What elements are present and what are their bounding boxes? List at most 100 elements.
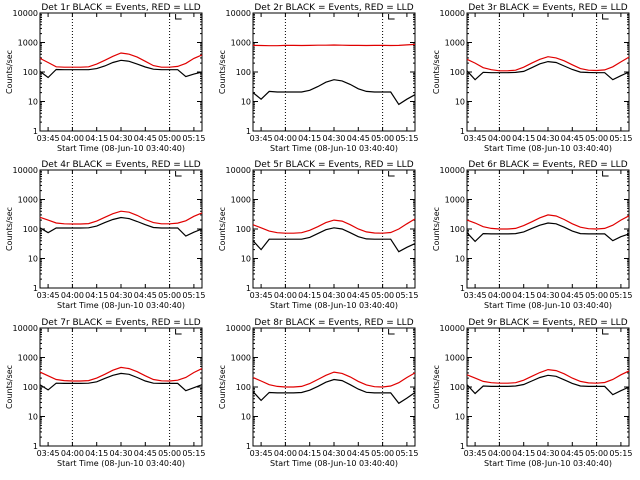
- x-tick-label: 05:00: [371, 134, 394, 143]
- x-tick-label: 05:00: [585, 134, 608, 143]
- x-tick-label: 05:00: [158, 134, 181, 143]
- x-tick-label: 04:00: [274, 449, 297, 458]
- series-line-events: [466, 222, 630, 243]
- x-tick-label: 03:45: [464, 134, 487, 143]
- x-tick-label: 05:00: [371, 291, 394, 300]
- y-tick-label: 10000: [226, 9, 251, 18]
- x-tick-label: 05:15: [182, 134, 205, 143]
- y-tick-label: 10: [241, 98, 251, 107]
- x-tick-label: 04:45: [561, 291, 584, 300]
- y-tick-label: 10000: [13, 9, 38, 18]
- x-tick-label: 05:00: [158, 291, 181, 300]
- panel-title: Det 5r BLACK = Events, RED = LLD: [254, 160, 413, 170]
- y-tick-label: 100: [23, 68, 38, 77]
- x-tick-label: 04:15: [298, 291, 321, 300]
- panel-title: Det 2r BLACK = Events, RED = LLD: [254, 3, 413, 13]
- x-tick-label: 04:30: [536, 291, 559, 300]
- series-line-events: [39, 372, 203, 392]
- series-line-lld: [466, 214, 630, 230]
- plot-frame: [252, 169, 416, 289]
- x-tick-label: 04:30: [322, 449, 345, 458]
- y-tick-label: 10000: [440, 324, 465, 333]
- series-line-lld: [466, 56, 630, 72]
- y-axis-label: Counts/sec: [218, 207, 227, 251]
- y-tick-label: 10000: [13, 166, 38, 175]
- y-tick-label: 10: [455, 98, 465, 107]
- series-line-lld: [252, 218, 416, 234]
- y-tick-label: 100: [23, 383, 38, 392]
- corner-indicator: [175, 329, 182, 335]
- y-tick-label: 1: [33, 442, 38, 451]
- y-tick-label: 1000: [231, 39, 251, 48]
- x-tick-label: 04:00: [274, 291, 297, 300]
- x-tick-label: 05:15: [609, 291, 632, 300]
- y-tick-label: 1: [246, 442, 251, 451]
- x-tick-label: 04:45: [347, 291, 370, 300]
- series-line-lld: [39, 52, 203, 68]
- x-tick-label: 05:15: [395, 291, 418, 300]
- series-line-events: [466, 374, 630, 396]
- y-tick-label: 1: [460, 127, 465, 136]
- series-line-lld: [252, 371, 416, 388]
- x-tick-label: 03:45: [250, 291, 273, 300]
- x-tick-label: 05:00: [585, 291, 608, 300]
- y-axis-label: Counts/sec: [5, 365, 14, 409]
- y-tick-label: 10000: [226, 324, 251, 333]
- y-tick-label: 10000: [440, 166, 465, 175]
- x-axis-label: Start Time (08-Jun-10 03:40:40): [270, 301, 398, 310]
- y-tick-label: 100: [23, 225, 38, 234]
- panel-title: Det 4r BLACK = Events, RED = LLD: [41, 160, 200, 170]
- y-tick-label: 1000: [18, 196, 38, 205]
- plot-frame: [466, 12, 630, 132]
- series-line-events: [39, 59, 203, 79]
- x-tick-label: 05:15: [182, 449, 205, 458]
- series-line-events: [466, 60, 630, 81]
- panel-det-9: Det 9r BLACK = Events, RED = LLD 03:45 04:…: [432, 318, 632, 468]
- x-tick-label: 03:45: [37, 134, 60, 143]
- x-tick-label: 04:15: [512, 291, 535, 300]
- panel-title: Det 9r BLACK = Events, RED = LLD: [468, 318, 627, 328]
- plot-frame: [39, 169, 203, 289]
- x-tick-label: 04:30: [109, 134, 132, 143]
- x-tick-label: 03:45: [250, 449, 273, 458]
- y-axis-label: Counts/sec: [432, 207, 441, 251]
- y-tick-label: 10000: [440, 9, 465, 18]
- y-tick-label: 1000: [18, 39, 38, 48]
- x-tick-label: 04:15: [512, 134, 535, 143]
- y-tick-label: 1: [33, 127, 38, 136]
- x-tick-label: 05:15: [395, 134, 418, 143]
- x-tick-label: 03:45: [464, 449, 487, 458]
- x-tick-label: 05:15: [182, 291, 205, 300]
- x-tick-label: 04:15: [85, 449, 108, 458]
- x-tick-label: 04:00: [61, 291, 84, 300]
- x-tick-label: 04:00: [61, 134, 84, 143]
- series-line-events: [39, 216, 203, 237]
- x-tick-label: 05:00: [371, 449, 394, 458]
- y-tick-label: 10: [28, 413, 38, 422]
- x-tick-label: 04:45: [134, 449, 157, 458]
- series-line-events: [252, 378, 416, 405]
- y-tick-label: 1000: [445, 39, 465, 48]
- x-tick-label: 04:00: [488, 449, 511, 458]
- y-tick-label: 1: [246, 284, 251, 293]
- x-tick-label: 05:15: [395, 449, 418, 458]
- x-axis-label: Start Time (08-Jun-10 03:40:40): [484, 301, 612, 310]
- x-axis-label: Start Time (08-Jun-10 03:40:40): [270, 144, 398, 153]
- y-tick-label: 1000: [445, 196, 465, 205]
- y-tick-label: 10000: [226, 166, 251, 175]
- x-tick-label: 04:30: [109, 291, 132, 300]
- x-axis-label: Start Time (08-Jun-10 03:40:40): [484, 459, 612, 468]
- y-tick-label: 100: [236, 383, 251, 392]
- y-axis-label: Counts/sec: [5, 207, 14, 251]
- x-axis-label: Start Time (08-Jun-10 03:40:40): [270, 459, 398, 468]
- x-tick-label: 04:15: [85, 134, 108, 143]
- x-tick-label: 04:15: [298, 449, 321, 458]
- y-tick-label: 10: [28, 98, 38, 107]
- series-line-events: [252, 79, 416, 106]
- corner-indicator: [175, 14, 182, 20]
